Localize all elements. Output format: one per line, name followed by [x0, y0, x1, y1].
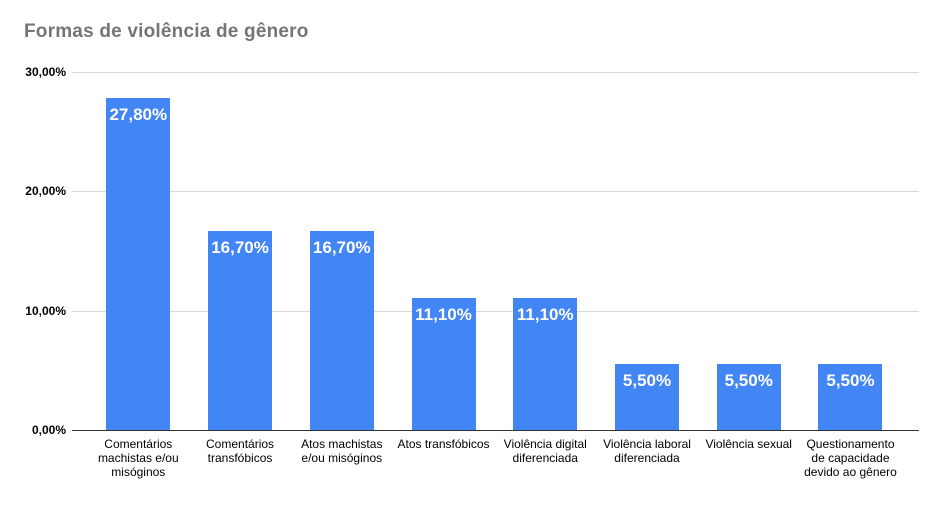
- y-axis-tick-label: 0,00%: [31, 423, 66, 437]
- bar-value-label: 27,80%: [109, 105, 168, 125]
- bar[interactable]: 16,70%: [208, 230, 273, 430]
- x-axis-category-label: Violência laboral diferenciada: [603, 437, 691, 465]
- gridline: [72, 72, 919, 73]
- x-axis-category-label: Violência sexual: [705, 437, 792, 451]
- bar-value-label: 16,70%: [211, 237, 269, 257]
- bar[interactable]: 11,10%: [411, 297, 476, 430]
- bar-value-label: 5,50%: [622, 371, 672, 391]
- bar[interactable]: 5,50%: [615, 364, 679, 430]
- bar[interactable]: 5,50%: [716, 364, 781, 430]
- x-axis-category-label: Comentários machistas e/ou misóginos: [97, 437, 179, 479]
- x-axis-category-label: Atos machistas e/ou misóginos: [301, 437, 383, 465]
- x-axis-category-label: Questionamento de capacidade devido ao g…: [804, 437, 897, 479]
- bar-value-label: 11,10%: [415, 304, 472, 324]
- x-axis-category-label: Comentários transfóbicos: [206, 437, 275, 465]
- chart-title: Formas de violência de gênero: [24, 21, 309, 42]
- gridline: [72, 191, 919, 193]
- bar[interactable]: 5,50%: [818, 364, 883, 430]
- bar-value-label: 11,10%: [516, 304, 574, 324]
- y-axis-tick-label: 20,00%: [25, 184, 66, 199]
- x-axis-line: [72, 429, 919, 431]
- y-axis-tick-label: 10,00%: [25, 303, 66, 318]
- y-axis-tick-label: 30,00%: [25, 65, 66, 79]
- x-axis-category-label: Violência digital diferenciada: [503, 437, 587, 465]
- bar-value-label: 5,50%: [826, 371, 875, 391]
- bar[interactable]: 27,80%: [106, 98, 171, 430]
- x-axis-category-label: Atos transfóbicos: [397, 437, 490, 451]
- gridline: [72, 310, 919, 312]
- bar[interactable]: 16,70%: [309, 230, 374, 430]
- bar[interactable]: 11,10%: [513, 297, 578, 430]
- bar-value-label: 5,50%: [724, 371, 773, 391]
- bar-value-label: 16,70%: [312, 237, 371, 257]
